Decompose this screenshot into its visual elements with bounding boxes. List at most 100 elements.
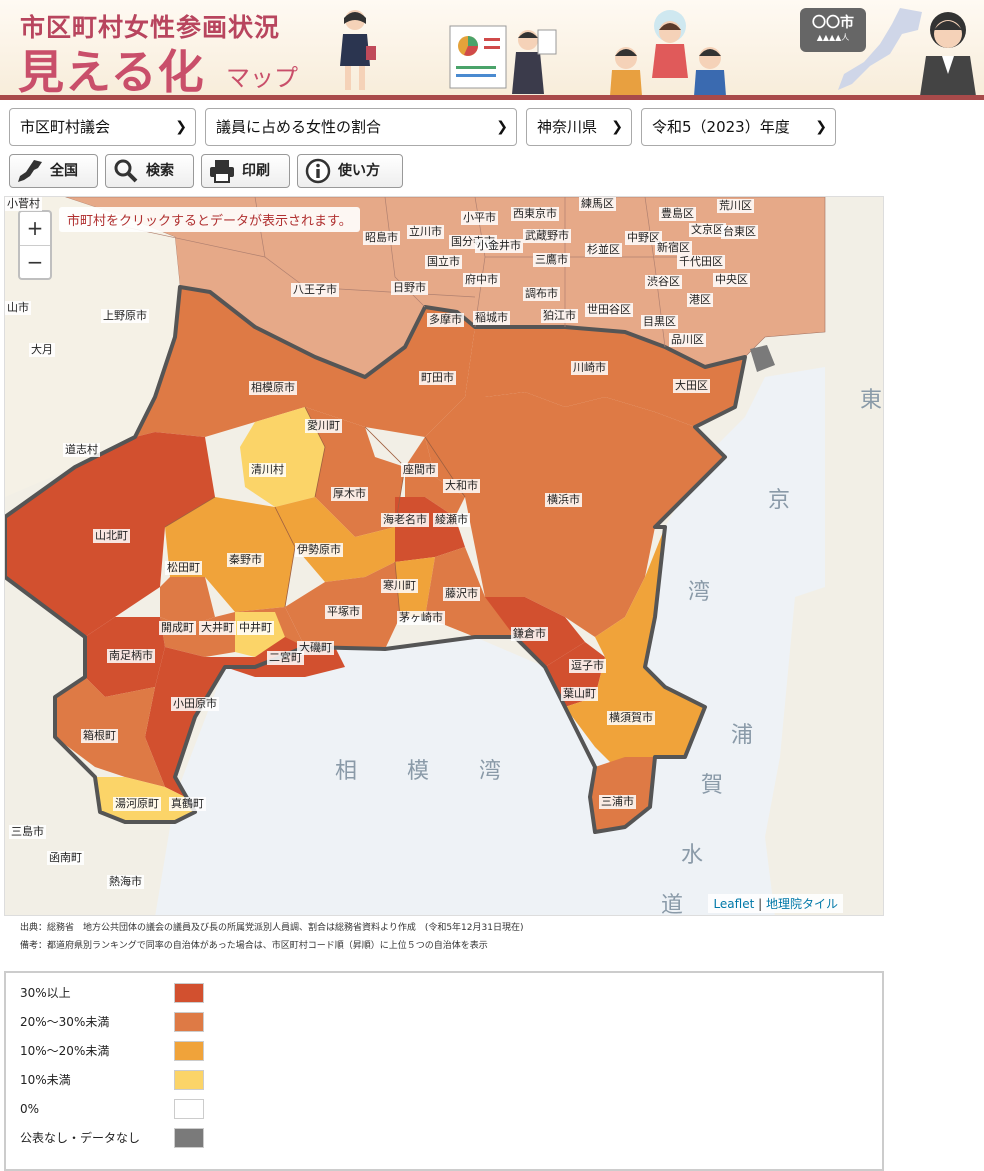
japan-map-illustration [838,8,922,90]
muni-yokohama[interactable] [425,392,725,637]
sea-label-char: 京 [767,488,790,513]
prefecture-select[interactable]: 神奈川県 ❯ [526,108,632,146]
legend-label-1: 20%～30%未満 [20,1015,110,1029]
search-button-label: 検索 [146,163,174,179]
legend-label-3: 10%未満 [20,1073,71,1087]
map-label-31: 品川区 [669,333,706,347]
indicator-select[interactable]: 議員に占める女性の割合 ❯ [205,108,517,146]
map-label-32: 町田市 [419,371,456,385]
map-label-4: 荒川区 [717,199,754,213]
map-label-63: 横須賀市 [607,711,655,725]
map-label-69: 函南町 [47,851,84,865]
map-label-67: 三浦市 [599,795,636,809]
map-label-54: 大井町 [199,621,236,635]
legend-swatch-3 [174,1070,204,1090]
legend-swatch-0 [174,983,204,1003]
sea-label-char: 道 [660,893,683,916]
muni-matsuda[interactable] [160,577,215,627]
site-title-sub: マップ [226,64,298,92]
map-hint: 市町村をクリックするとデータが表示されます。 [59,207,360,232]
legend: 30%以上 20%～30%未満 10%～20%未満 10%未満 0% 公表なし・データなし [4,971,884,1171]
muni-odawara[interactable] [145,647,255,797]
map-label-17: 千代田区 [677,255,725,269]
map-label-9: 武蔵野市 [523,229,571,243]
map-label-44: 綾瀬市 [433,513,470,527]
map-label-68: 三島市 [9,825,46,839]
legend-label-4: 0% [20,1102,40,1116]
map-label-47: 秦野市 [227,553,264,567]
map-attribution: Leaflet | 地理院タイル [708,894,843,913]
map-label-20: 中央区 [713,273,750,287]
map-container[interactable]: + − 市町村をクリックするとデータが表示されます。 相 模 湾 東京湾 浦賀水… [4,196,884,916]
printer-icon [210,160,234,183]
map-label-61: 葉山町 [561,687,598,701]
muni-miura[interactable] [590,757,655,832]
remark-note: 備考：都道府県別ランキングで同率の自治体があった場合は、市区町村コード順（昇順）… [20,941,488,951]
map-label-0: 小平市 [461,211,498,225]
attribution-separator: | [754,897,766,911]
map-label-11: 文京区 [689,223,726,237]
source-note: 出典：総務省 地方公共団体の議会の議員及び長の所属党派別人員調、割合は総務省資料… [20,923,524,933]
prefecture-boundary [5,285,747,834]
map-label-70: 熱海市 [107,875,144,889]
howto-button[interactable]: 使い方 [297,154,403,188]
sea-label-char: 東 [859,388,882,413]
year-select[interactable]: 令和5（2023）年度 ❯ [641,108,836,146]
zoom-in-button[interactable]: + [20,212,50,246]
howto-button-label: 使い方 [338,163,380,179]
legend-label-2: 10%～20%未満 [20,1044,110,1058]
zoom-control: + − [18,210,52,280]
map-label-56: 鎌倉市 [511,627,548,641]
category-select[interactable]: 市区町村議会 ❯ [9,108,196,146]
map-label-71: 小菅村 [5,197,42,211]
sea-label-char: 賀 [700,773,723,798]
muni-sagamihara[interactable] [135,287,475,437]
map-label-28: 狛江市 [541,309,578,323]
map-label-19: 渋谷区 [645,275,682,289]
gsi-tiles-link[interactable]: 地理院タイル [765,897,838,911]
map-label-33: 川崎市 [571,361,608,375]
legend-label-5: 公表なし・データなし [20,1131,141,1145]
map-label-13: 国立市 [425,255,462,269]
sea-label-char: 水 [680,843,703,868]
sea-area [155,367,825,915]
chevron-down-icon: ❯ [496,119,508,135]
indicator-select-value: 議員に占める女性の割合 [216,118,382,136]
national-button[interactable]: 全国 [9,154,98,188]
info-icon [305,158,331,184]
presentation-illustration [449,25,557,94]
map-label-43: 海老名市 [381,513,429,527]
site-title-top: 市区町村女性参画状況 [20,13,281,42]
chevron-down-icon: ❯ [815,119,827,135]
map-label-60: 逗子市 [569,659,606,673]
map-label-50: 藤沢市 [443,587,480,601]
map-label-57: 大磯町 [297,641,334,655]
map-label-51: 平塚市 [325,605,362,619]
muni-yokosuka[interactable] [565,527,705,767]
print-button[interactable]: 印刷 [201,154,290,188]
map-label-45: 山北町 [93,529,130,543]
muni-zama-yamato[interactable] [405,467,465,517]
muni-isehara[interactable] [275,497,395,582]
category-select-value: 市区町村議会 [20,118,111,136]
map-label-72: 山市 [5,301,31,315]
nodata-area[interactable] [750,345,775,372]
map-label-21: 八王子市 [291,283,339,297]
header-banner: 市区町村女性参画状況 見える化 マップ 〇〇市 ▲▲▲▲人 [0,0,984,100]
map-label-38: 清川村 [249,463,286,477]
map-label-3: 豊島区 [659,207,696,221]
prefecture-select-value: 神奈川県 [537,118,598,136]
site-title-main: 見える化 [18,45,205,99]
search-button[interactable]: 検索 [105,154,194,188]
map-label-59: 二宮町 [267,651,304,665]
map-label-2: 練馬区 [579,197,616,211]
map-label-62: 小田原市 [171,697,219,711]
map-label-55: 中井町 [237,621,274,635]
zoom-out-button[interactable]: − [26,250,44,274]
map-label-52: 茅ヶ崎市 [397,611,445,625]
map-label-53: 開成町 [159,621,196,635]
map-label-41: 厚木市 [331,487,368,501]
map-label-22: 日野市 [391,281,428,295]
muni-kiyokawa[interactable] [240,407,325,507]
leaflet-link[interactable]: Leaflet [713,897,755,911]
